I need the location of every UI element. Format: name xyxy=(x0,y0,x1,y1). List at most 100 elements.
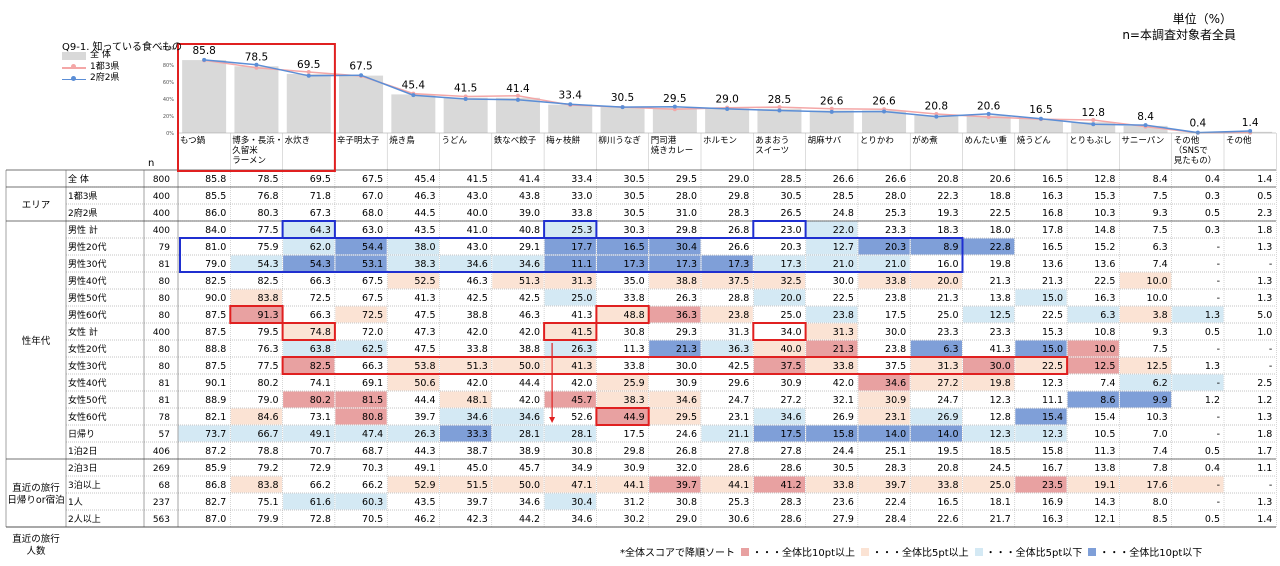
cell-value: 30.0 xyxy=(833,276,854,287)
highlight-box-male-2030 xyxy=(179,237,964,273)
cell-shade xyxy=(387,374,439,391)
cell-value: 26.6 xyxy=(728,242,749,253)
cell-value: 0.4 xyxy=(1205,174,1220,185)
cell-shade xyxy=(335,340,387,357)
cell-value: 30.4 xyxy=(676,242,697,253)
cell-value: 12.5 xyxy=(1147,361,1168,372)
cell-value: 63.0 xyxy=(362,225,383,236)
cell-value: 30.3 xyxy=(624,225,645,236)
note-high5: ・・・全体比5pt以上 xyxy=(872,548,969,559)
series-point xyxy=(620,105,625,110)
series-point xyxy=(829,109,834,114)
cell-value: 30.4 xyxy=(571,497,592,508)
cell-value: 33.3 xyxy=(467,429,488,440)
cell-shade xyxy=(753,272,806,289)
cell-value: 11.1 xyxy=(1042,395,1063,406)
cell-value: 26.3 xyxy=(571,344,592,355)
cell-value: 30.5 xyxy=(624,174,645,185)
bar-total xyxy=(339,75,384,133)
cell-value: 22.3 xyxy=(937,191,958,202)
cell-value: 21.0 xyxy=(885,259,906,270)
cell-value: 33.8 xyxy=(833,480,854,491)
cell-value: 40.0 xyxy=(467,208,488,219)
row-label: 女性20代 xyxy=(68,343,106,355)
cell-shade xyxy=(910,238,962,255)
cell-value: 68.0 xyxy=(362,208,383,219)
cell-value: 45.7 xyxy=(519,463,540,474)
bar-value-label: 20.8 xyxy=(925,100,948,112)
series-point xyxy=(254,62,259,67)
cell-value: 61.6 xyxy=(310,497,331,508)
cell-value: 73.7 xyxy=(205,429,226,440)
cell-value: 74.8 xyxy=(310,327,331,338)
row-n: 80 xyxy=(159,345,171,355)
row-label: 男性 計 xyxy=(68,224,98,236)
cell-value: 23.3 xyxy=(937,327,958,338)
cell-value: 1.3 xyxy=(1205,361,1220,372)
cell-shade xyxy=(806,340,858,357)
cell-value: 10.0 xyxy=(1147,293,1168,304)
cell-value: 40.0 xyxy=(780,344,801,355)
cell-shade xyxy=(283,221,335,238)
cell-value: 30.6 xyxy=(728,514,749,525)
cell-shade xyxy=(753,425,806,442)
category-label: その他 xyxy=(1174,135,1200,146)
cell-value: - xyxy=(1217,412,1220,423)
cell-value: 24.5 xyxy=(990,463,1011,474)
cell-shade xyxy=(1015,289,1067,306)
cell-value: 20.8 xyxy=(937,174,958,185)
series-point xyxy=(568,102,573,107)
cell-value: 88.8 xyxy=(205,344,226,355)
bar-total xyxy=(966,115,1011,133)
cell-shade xyxy=(283,255,335,272)
category-label: 胡麻サバ xyxy=(808,135,842,146)
cell-value: 28.0 xyxy=(676,191,697,202)
cell-value: 42.0 xyxy=(833,378,854,389)
cell-value: 26.6 xyxy=(885,174,906,185)
cell-shade xyxy=(492,408,544,425)
cell-value: 28.4 xyxy=(885,514,906,525)
cell-value: 42.0 xyxy=(519,395,540,406)
row-n: 81 xyxy=(159,260,170,270)
cell-value: 91.3 xyxy=(257,310,278,321)
category-label: 焼うどん xyxy=(1017,136,1052,146)
series-point xyxy=(1143,123,1148,128)
cell-value: 29.0 xyxy=(728,174,749,185)
cell-value: 45.7 xyxy=(571,395,592,406)
cell-shade xyxy=(1015,357,1067,374)
series-point xyxy=(829,106,834,111)
cell-value: 28.3 xyxy=(885,463,906,474)
bar-value-label: 85.8 xyxy=(192,45,215,57)
cell-value: 29.0 xyxy=(676,514,697,525)
bar-value-label: 26.6 xyxy=(820,95,844,107)
cell-value: 37.5 xyxy=(780,361,801,372)
top-highlight-box xyxy=(177,43,336,172)
cell-value: 0.5 xyxy=(1205,514,1220,525)
cell-value: 26.5 xyxy=(780,208,801,219)
cell-value: 76.3 xyxy=(257,344,278,355)
cell-value: 19.8 xyxy=(990,378,1011,389)
note-high10: ・・・全体比10pt以上 xyxy=(752,548,855,559)
cell-value: 22.5 xyxy=(1094,276,1115,287)
cell-value: 34.6 xyxy=(519,497,540,508)
cell-value: 67.5 xyxy=(362,293,383,304)
cell-value: 78.8 xyxy=(257,446,278,457)
cell-value: 46.3 xyxy=(414,191,435,202)
cell-shade xyxy=(387,476,439,493)
cell-shade xyxy=(596,238,649,255)
cell-value: 11.3 xyxy=(1094,446,1115,457)
cell-shade xyxy=(963,306,1015,323)
cell-value: - xyxy=(1217,497,1220,508)
category-label: ラーメン xyxy=(232,156,266,166)
cell-value: 10.3 xyxy=(1094,208,1115,219)
cell-value: 32.0 xyxy=(676,463,697,474)
row-label: 男性40代 xyxy=(68,275,106,287)
cell-value: 90.0 xyxy=(205,293,226,304)
bar-total xyxy=(1018,118,1063,133)
cell-value: 50.0 xyxy=(519,361,540,372)
cell-value: 29.6 xyxy=(728,378,749,389)
cell-shade xyxy=(1067,306,1119,323)
cell-value: 41.2 xyxy=(780,480,801,491)
series-point xyxy=(1091,117,1096,122)
y-tick-label: 0% xyxy=(166,131,174,137)
